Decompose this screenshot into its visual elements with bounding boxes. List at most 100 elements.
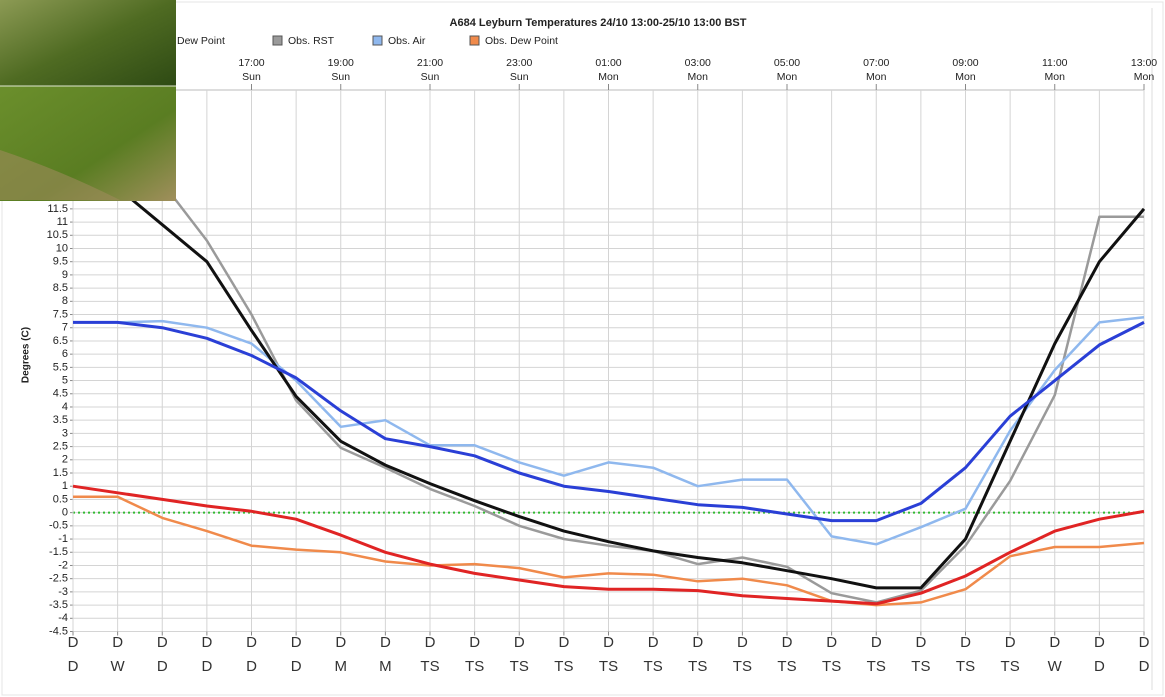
weather-code: D [603,634,614,651]
x-tick-label: 21:00 [417,57,443,69]
x-tick-label: 11:00 [1042,57,1068,69]
y-tick-label: -3.5 [49,599,68,611]
y-tick-label: 5.5 [53,361,68,373]
weather-code: TS [644,658,663,675]
legend-swatch [272,35,283,46]
weather-code: D [1005,634,1016,651]
weather-code: TS [867,658,886,675]
x-tick-day: Sun [421,71,440,83]
weather-code: TS [688,658,707,675]
weather-code: TS [420,658,439,675]
weather-code: D [380,634,391,651]
weather-code: D [246,658,257,675]
legend-label: Obs. RST [288,35,335,47]
y-tick-label: 5 [62,374,68,386]
series-line [73,315,1145,546]
legend-swatch [469,35,480,46]
y-tick-label: -4 [58,612,68,624]
y-tick-label: 0 [62,507,68,519]
y-tick-label: 11.5 [47,203,68,215]
y-tick-label: 10.5 [47,229,68,241]
weather-code: TS [510,658,529,675]
weather-code: D [960,634,971,651]
weather-code: D [826,634,837,651]
weather-code: D [871,634,882,651]
weather-code: D [335,634,346,651]
weather-code: TS [911,658,930,675]
y-tick-label: -1.5 [49,546,68,558]
weather-code: D [68,634,79,651]
weather-code: D [157,634,168,651]
y-tick-label: 1.5 [53,467,68,479]
weather-code: TS [777,658,796,675]
weather-code: D [915,634,926,651]
weather-code: D [201,658,212,675]
y-tick-label: 2.5 [53,441,68,453]
y-tick-label: -3 [58,586,68,598]
x-tick-day: Mon [1045,71,1066,83]
y-axis-label: Degrees (C) [21,327,32,383]
photo-path [0,150,120,200]
weather-code: TS [1001,658,1020,675]
x-tick-day: Mon [1134,71,1155,83]
x-tick-day: Mon [598,71,619,83]
y-tick-label: 9.5 [53,256,68,268]
y-tick-label: -0.5 [49,520,68,532]
weather-code: D [112,634,123,651]
y-tick-label: 11 [57,216,68,228]
y-tick-label: 4 [62,401,68,413]
weather-code: TS [733,658,752,675]
weather-code: D [425,634,436,651]
x-tick-label: 03:00 [685,57,711,69]
weather-code: TS [822,658,841,675]
weather-code: D [1139,658,1150,675]
weather-code: D [692,634,703,651]
x-tick-day: Mon [777,71,798,83]
weather-code: W [1048,658,1063,675]
x-tick-day: Mon [866,71,887,83]
weather-code: M [379,658,392,675]
y-tick-label: 4.5 [53,388,68,400]
series-line [73,495,1145,607]
weather-code: D [1049,634,1060,651]
x-tick-label: 07:00 [863,57,889,69]
weather-code: D [291,634,302,651]
x-tick-day: Sun [242,71,261,83]
weather-code: W [111,658,126,675]
weather-code: D [469,634,480,651]
x-tick-label: 19:00 [328,57,354,69]
weather-code: D [514,634,525,651]
legend-label: Obs. Air [388,35,426,47]
y-tick-label: 1 [62,480,68,492]
labels: -4.5-4-3.5-3-2.5-2-1.5-1-0.500.511.522.5… [47,57,1158,675]
y-tick-label: 7.5 [53,308,68,320]
series-line [72,484,1145,606]
weather-code: TS [465,658,484,675]
weather-code: D [737,634,748,651]
y-tick-label: -2.5 [49,573,68,585]
y-tick-label: 7 [62,322,68,334]
weather-code: D [648,634,659,651]
y-tick-label: 8 [62,295,68,307]
y-tick-label: 0.5 [53,493,68,505]
weather-code: D [68,658,79,675]
y-tick-label: 3.5 [53,414,68,426]
legend-label: Obs. Dew Point [485,35,558,47]
x-tick-label: 17:00 [238,57,264,69]
x-tick-label: 13:00 [1131,57,1157,69]
x-tick-day: Mon [688,71,709,83]
legend-label: Dew Point [177,35,225,47]
weather-code: D [1094,658,1105,675]
chart-title: A684 Leyburn Temperatures 24/10 13:00-25… [450,17,747,29]
weather-code: D [291,658,302,675]
legend-swatch [372,35,383,46]
series-line [72,141,1144,604]
series-line [73,320,1145,523]
y-tick-label: 6.5 [53,335,68,347]
x-tick-label: 05:00 [774,57,800,69]
weather-code: D [157,658,168,675]
x-tick-day: Sun [510,71,529,83]
y-tick-label: 6 [62,348,68,360]
y-tick-label: 2 [62,454,68,466]
